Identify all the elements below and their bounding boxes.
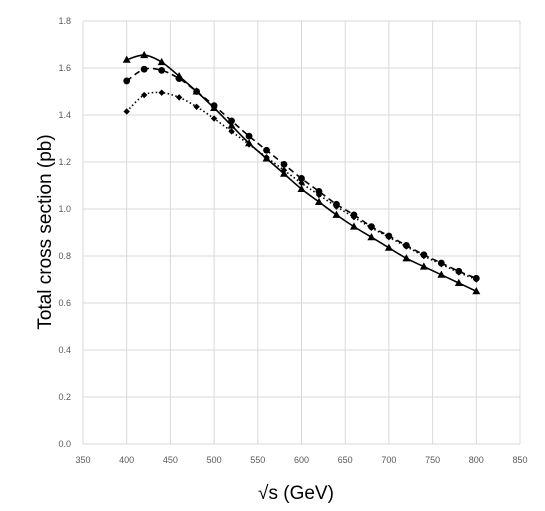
data-point-circle xyxy=(245,132,253,140)
x-tick-label: 550 xyxy=(250,455,265,465)
data-point-circle xyxy=(140,65,148,73)
data-point-diamond xyxy=(315,191,323,199)
data-point-triangle xyxy=(367,233,376,241)
y-tick-label: 0.6 xyxy=(58,298,71,308)
data-point-diamond xyxy=(403,243,410,250)
series-triangle xyxy=(122,50,481,295)
y-axis-ticks: 0.0 0.2 0.4 0.6 0.8 1.0 1.2 1.4 1.6 1.8 xyxy=(58,16,71,449)
data-point-diamond xyxy=(333,203,340,210)
y-tick-label: 1.0 xyxy=(58,204,71,214)
data-point-triangle xyxy=(384,243,393,251)
data-point-circle xyxy=(175,75,183,82)
x-tick-label: 400 xyxy=(119,455,134,465)
data-point-circle xyxy=(210,102,218,109)
data-point-circle xyxy=(298,175,305,182)
data-point-diamond xyxy=(175,94,183,101)
data-point-triangle xyxy=(297,184,306,193)
data-point-triangle xyxy=(419,262,428,270)
y-axis-title: Total cross section (pb) xyxy=(35,134,56,329)
x-tick-label: 850 xyxy=(512,455,527,465)
data-point-diamond xyxy=(298,179,305,187)
y-tick-label: 1.8 xyxy=(58,16,71,26)
x-tick-label: 750 xyxy=(425,455,440,465)
data-point-diamond xyxy=(158,89,165,96)
data-point-triangle xyxy=(157,57,166,66)
data-point-diamond xyxy=(228,128,235,135)
data-point-diamond xyxy=(280,167,288,174)
x-tick-label: 800 xyxy=(469,455,484,465)
data-point-triangle xyxy=(140,50,149,59)
x-axis-ticks: 350 400 450 500 550 600 650 700 750 800 850 xyxy=(75,455,527,465)
data-point-diamond xyxy=(473,276,480,283)
data-point-triangle xyxy=(454,278,463,287)
x-tick-label: 650 xyxy=(338,455,353,465)
data-point-diamond xyxy=(140,91,148,99)
y-tick-label: 1.4 xyxy=(58,110,71,120)
data-point-diamond xyxy=(455,269,463,276)
data-point-diamond xyxy=(245,141,253,148)
y-tick-label: 0.2 xyxy=(58,392,71,402)
y-tick-label: 0.8 xyxy=(58,251,71,261)
data-point-circle xyxy=(228,117,235,125)
x-tick-label: 450 xyxy=(163,455,178,465)
data-point-diamond xyxy=(438,261,445,268)
y-tick-label: 1.6 xyxy=(58,63,71,73)
gridlines xyxy=(82,20,521,445)
x-tick-label: 700 xyxy=(381,455,396,465)
data-point-diamond xyxy=(210,115,218,122)
data-point-triangle xyxy=(349,222,358,230)
series-diamond xyxy=(123,89,480,283)
x-tick-label: 500 xyxy=(207,455,222,465)
data-point-circle xyxy=(158,66,166,74)
data-point-diamond xyxy=(420,252,428,260)
data-point-circle xyxy=(263,146,270,154)
data-point-triangle xyxy=(122,55,131,63)
x-axis-title: √s (GeV) xyxy=(258,483,334,504)
data-point-triangle xyxy=(227,121,236,129)
data-point-diamond xyxy=(368,224,375,231)
data-point-diamond xyxy=(385,234,393,241)
data-point-circle xyxy=(193,88,201,95)
data-point-triangle xyxy=(314,197,323,205)
series-line-circle xyxy=(126,67,477,280)
data-point-triangle xyxy=(402,254,411,262)
y-tick-label: 0.4 xyxy=(58,345,71,355)
data-point-diamond xyxy=(263,154,270,161)
x-tick-label: 350 xyxy=(75,455,90,465)
y-tick-label: 1.2 xyxy=(58,157,71,167)
y-tick-label: 0.0 xyxy=(58,439,71,449)
x-tick-label: 600 xyxy=(294,455,309,465)
data-point-diamond xyxy=(350,214,358,221)
data-point-triangle xyxy=(437,270,446,278)
series-layer xyxy=(122,50,481,295)
data-point-circle xyxy=(123,77,131,85)
data-point-diamond xyxy=(193,103,200,110)
data-point-circle xyxy=(280,160,288,168)
data-point-triangle xyxy=(332,210,341,218)
data-point-diamond xyxy=(123,108,130,115)
data-point-triangle xyxy=(472,287,481,295)
